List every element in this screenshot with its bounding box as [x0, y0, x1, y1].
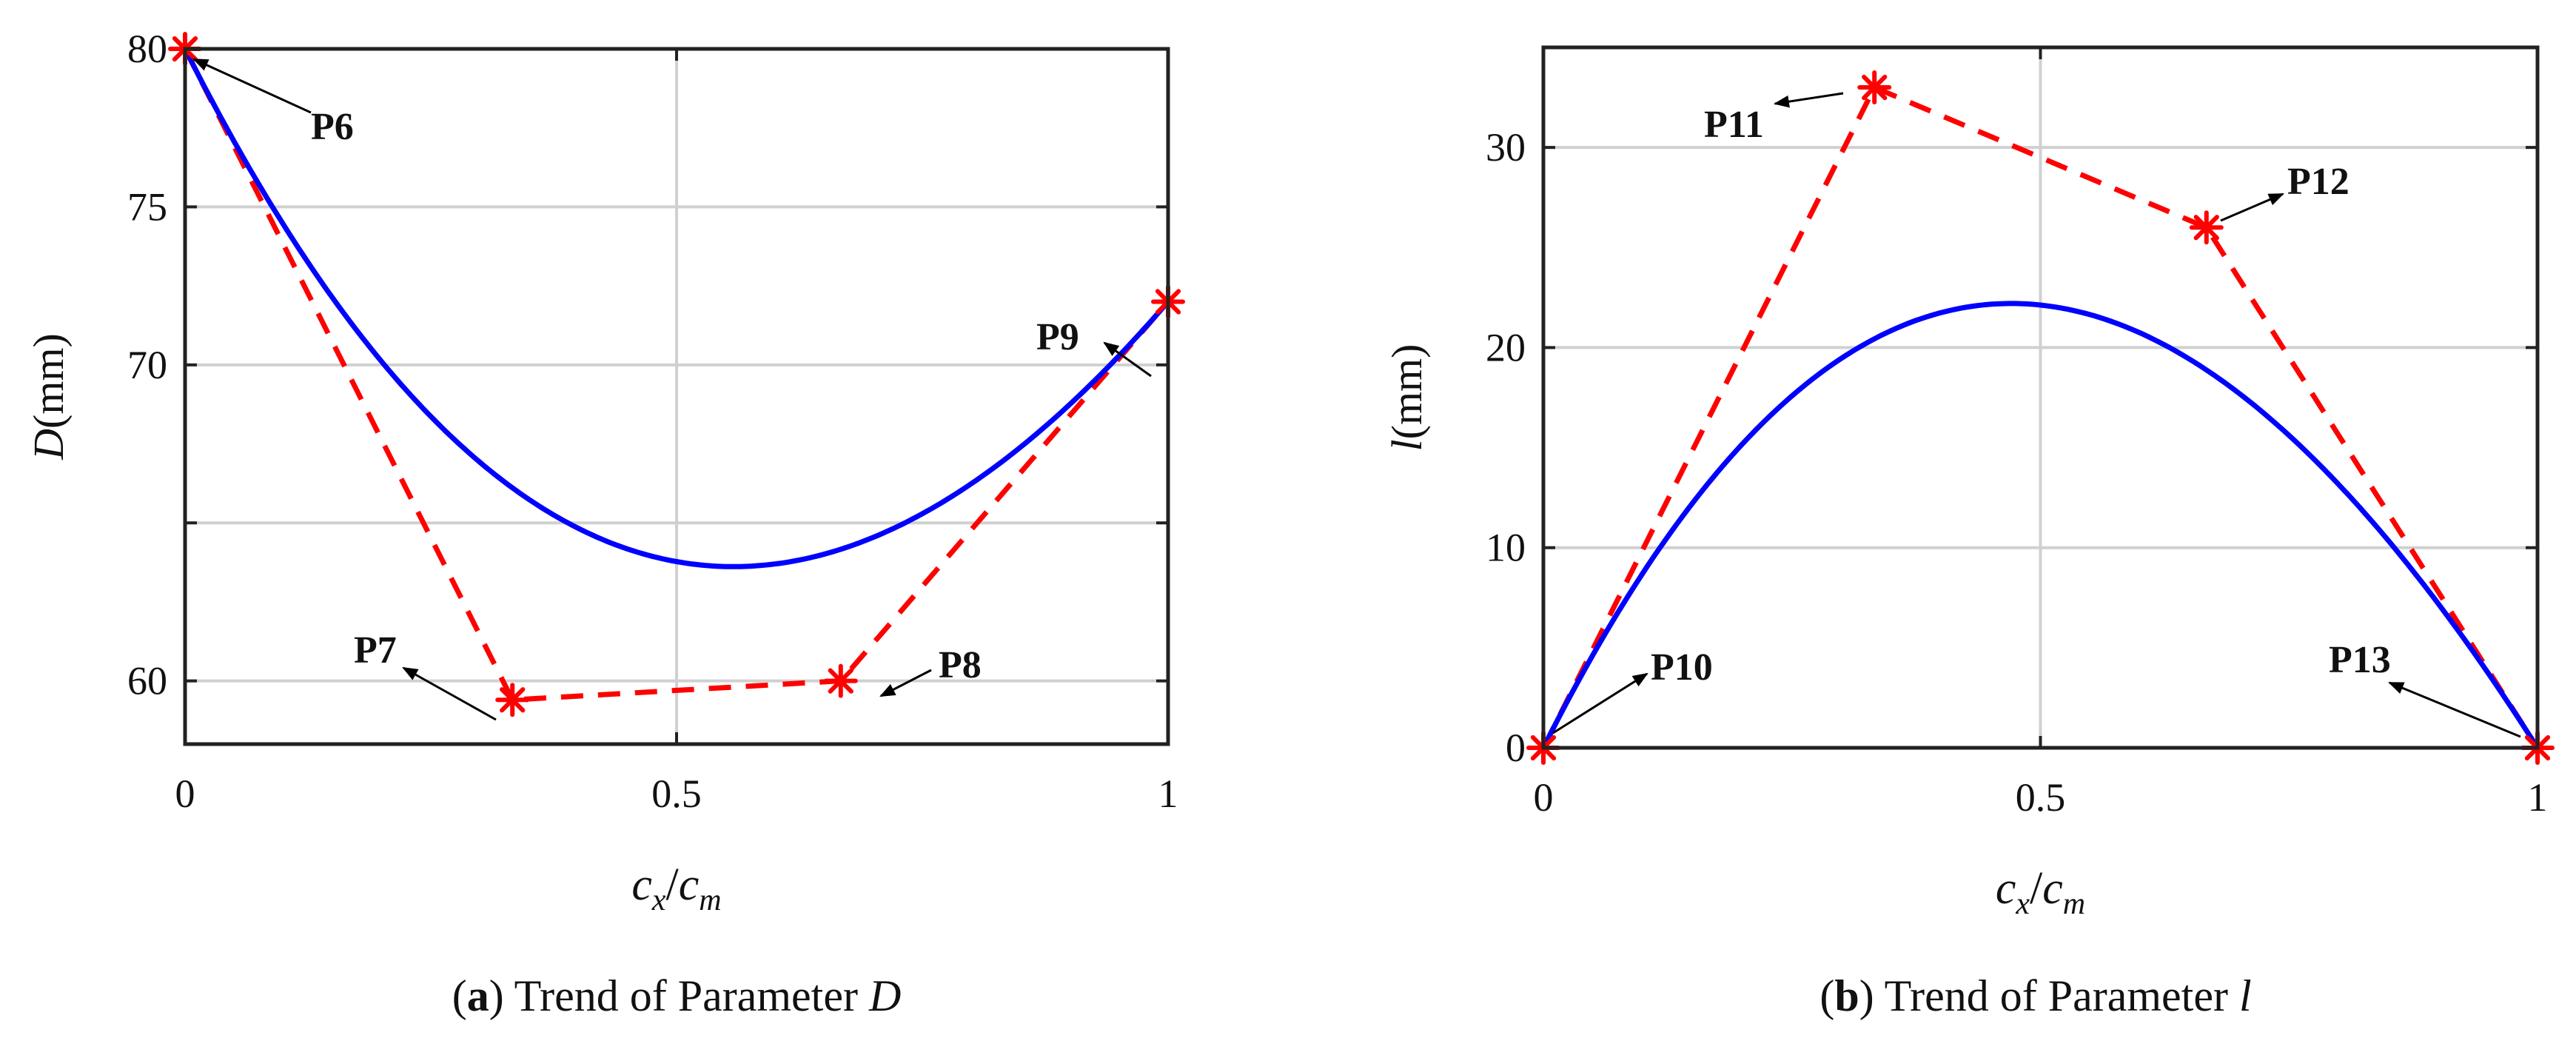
x-label-sub2: m: [699, 883, 721, 917]
caption-open: (: [452, 971, 467, 1020]
x-label-sub2: m: [2063, 887, 2085, 921]
annotation-arrow: [2220, 193, 2284, 222]
y-tick-label: 0: [1506, 726, 1526, 770]
caption-text: Trend of Parameter: [1885, 971, 2228, 1020]
x-label-sub: x: [651, 883, 666, 917]
y-tick-label: 80: [127, 27, 167, 71]
x-tick-label: 0.5: [2016, 775, 2066, 820]
marker-stroke: [500, 687, 526, 713]
x-axis-label: cx/cm: [1996, 863, 2085, 921]
x-label-sep: /: [2030, 863, 2043, 914]
y-tick-label: 10: [1486, 526, 1526, 570]
x-label-sub: x: [2015, 887, 2030, 921]
caption-letter: a: [467, 971, 489, 1020]
marker-stroke: [1862, 74, 1888, 101]
caption-close: ): [489, 971, 514, 1020]
x-tick-label: 1: [1158, 772, 1178, 816]
point-label: P12: [2287, 161, 2349, 203]
x-axis-label: cx/cm: [631, 860, 721, 917]
control-polygon-line: [1540, 84, 2540, 749]
annotation-arrow: [1103, 341, 1152, 378]
x-tick-label: 0.5: [651, 772, 702, 816]
caption-space: [2228, 971, 2239, 1020]
caption-close: ): [1859, 971, 1885, 1020]
control-point-marker: [1857, 70, 1892, 105]
x-label-base2: c: [2042, 863, 2063, 914]
caption-space: [858, 971, 869, 1020]
caption-param: l: [2239, 971, 2252, 1020]
annotation-arrow: [2388, 681, 2521, 738]
bezier-curve-line: [1540, 301, 2540, 749]
marker-stroke: [828, 668, 853, 694]
y-label-unit: (mm): [24, 333, 73, 429]
caption-text: Trend of Parameter: [514, 971, 858, 1020]
y-axis-label: D(mm): [24, 333, 73, 461]
y-label-unit: (mm): [1383, 344, 1431, 440]
annotation-arrow: [192, 58, 312, 114]
point-label: P8: [939, 644, 982, 686]
annotation-arrow: [1773, 92, 1844, 108]
panel-caption: (b) Trend of Parameter l: [1819, 971, 2251, 1020]
control-polygon-line: [182, 47, 1170, 703]
y-label-var: D: [24, 429, 73, 461]
point-label: P7: [354, 629, 397, 672]
caption-open: (: [1819, 971, 1834, 1020]
annotation-arrow: [1552, 672, 1648, 734]
y-tick-label: 75: [127, 184, 167, 229]
y-axis-label: l(mm): [1383, 344, 1431, 452]
x-tick-label: 0: [1534, 775, 1554, 820]
y-tick-label: 20: [1486, 325, 1526, 369]
point-label: P11: [1704, 104, 1764, 146]
y-tick-label: 60: [127, 659, 167, 703]
point-label: P6: [311, 106, 354, 148]
x-label-base2: c: [679, 860, 700, 910]
control-point-marker: [2189, 210, 2224, 245]
axes-frame: [183, 47, 1170, 746]
marker-stroke: [2193, 215, 2219, 241]
caption-param: D: [868, 971, 901, 1020]
control-point-marker: [823, 663, 858, 698]
x-label-base: c: [1996, 863, 2016, 914]
control-point-marker: [495, 683, 530, 717]
y-tick-label: 70: [127, 343, 167, 387]
panel-caption: (a) Trend of Parameter D: [452, 971, 902, 1020]
axes-frame: [1541, 45, 2540, 750]
point-label: P10: [1651, 646, 1713, 689]
x-label-base: c: [631, 860, 652, 910]
x-tick-label: 1: [2528, 775, 2548, 820]
y-label-var: l: [1383, 439, 1431, 451]
point-label: P13: [2329, 639, 2391, 681]
x-label-sep: /: [666, 860, 680, 910]
point-label: P9: [1036, 316, 1079, 358]
annotation-arrow: [402, 666, 497, 721]
bezier-curve-line: [182, 47, 1170, 569]
x-tick-label: 0: [175, 772, 195, 816]
annotation-arrow: [879, 669, 932, 697]
y-tick-label: 30: [1486, 125, 1526, 170]
caption-letter: b: [1834, 971, 1859, 1020]
